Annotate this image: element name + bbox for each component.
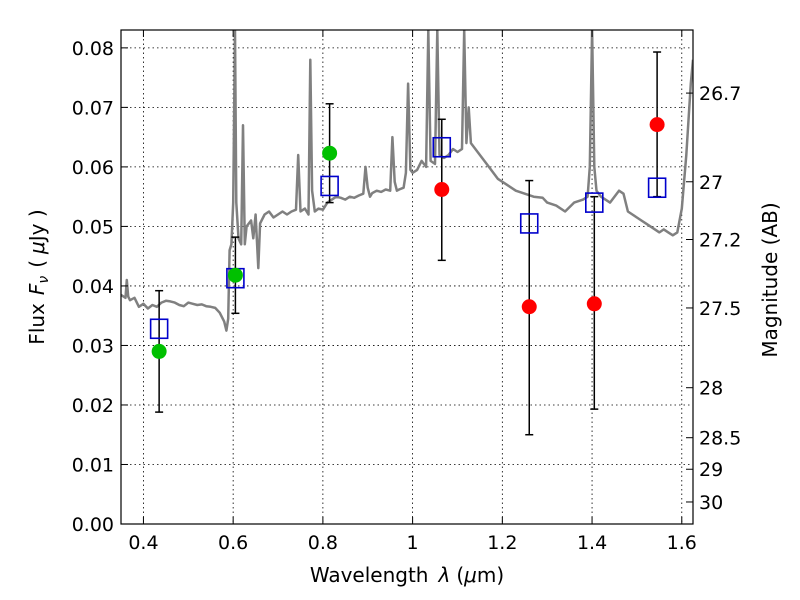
magnitude-tick-label: 28	[699, 378, 723, 400]
x-tick-label: 1	[407, 532, 419, 554]
observed-detection-point	[227, 267, 243, 283]
magnitude-tick-label: 27.2	[699, 230, 741, 252]
x-axis-ticks: 0.4 0.6 0.8 1 1.2 1.4 1.6	[128, 30, 697, 554]
y-tick-label: 0.06	[72, 157, 114, 179]
x-tick-label: 1.6	[667, 532, 697, 554]
magnitude-tick-label: 30	[699, 492, 723, 514]
y-tick-label: 0.02	[72, 395, 114, 417]
magnitude-tick-label: 27.5	[699, 298, 741, 320]
magnitude-tick-label: 27	[699, 172, 723, 194]
observed-detection-point	[322, 145, 338, 161]
y-tick-label: 0.03	[72, 335, 114, 357]
x-axis-label: Wavelength λ (μm)	[310, 563, 504, 587]
observed-upper-point	[521, 299, 537, 315]
magnitude-tick-label: 29	[699, 459, 723, 481]
model-flux-square	[647, 177, 667, 199]
model-flux-square	[432, 136, 452, 158]
y-axis-label: FluxFν(μJy )	[25, 209, 52, 344]
model-flux-square	[585, 192, 604, 213]
observed-flux-markers	[151, 117, 665, 359]
y-tick-label: 0.08	[72, 38, 114, 60]
observed-upper-point	[586, 296, 602, 312]
model-flux-markers	[149, 136, 667, 340]
y-axis-ticks: 0.00 0.01 0.02 0.03 0.04 0.05 0.06 0.07 0.08	[72, 38, 128, 536]
x-tick-label: 0.8	[308, 532, 338, 554]
y-tick-label: 0.07	[72, 97, 114, 119]
x-tick-label: 0.6	[218, 532, 248, 554]
magnitude-tick-label: 26.7	[699, 83, 741, 105]
x-tick-label: 1.2	[487, 532, 517, 554]
y-tick-label: 0.04	[72, 276, 114, 298]
model-spectrum-line	[121, 30, 693, 332]
observed-upper-point	[649, 117, 665, 133]
model-flux-square	[149, 318, 169, 340]
x-tick-label: 0.4	[128, 532, 158, 554]
y-tick-label: 0.01	[72, 454, 114, 476]
observed-detection-point	[151, 343, 167, 359]
y-tick-label: 0.05	[72, 216, 114, 238]
magnitude-tick-label: 28.5	[699, 428, 741, 450]
x-tick-label: 1.4	[577, 532, 607, 554]
observed-upper-point	[434, 182, 450, 198]
model-flux-square	[320, 175, 339, 197]
y-tick-label: 0.00	[72, 514, 114, 536]
magnitude-axis-ticks: 26.7 27 27.2 27.5 28 28.5 29 30	[686, 83, 741, 514]
model-flux-square	[519, 213, 539, 234]
magnitude-axis-label: Magnitude (AB)	[758, 202, 782, 357]
plot-frame	[120, 29, 694, 525]
